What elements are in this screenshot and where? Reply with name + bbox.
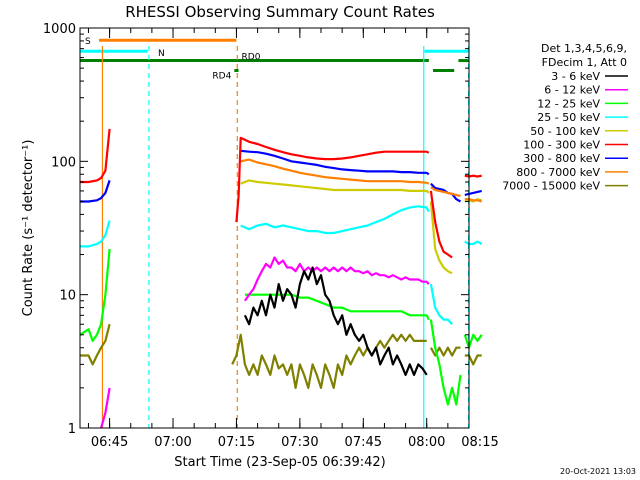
legend-label-7000-15000-kev: 7000 - 15000 keV <box>502 180 600 193</box>
series-line-6-12-kev <box>100 387 111 429</box>
x-axis: 06:45 07:00 07:15 07:30 07:45 08:00 08:15 <box>87 28 499 450</box>
series-line-7000-15000-kev <box>464 354 482 366</box>
series-line-7000-15000-kev <box>231 333 427 389</box>
y-tick-label: 100 <box>51 155 76 170</box>
legend-header-line2: FDecim 1, Att 0 <box>542 56 627 69</box>
legend-label-50-100-kev: 50 - 100 keV <box>530 125 600 138</box>
y-tick-label: 10 <box>59 289 76 304</box>
series-line-12-25-kev <box>429 319 462 406</box>
series-line-300-800-kev <box>240 149 430 176</box>
series-line-50-100-kev <box>240 179 430 194</box>
y-axis-label: Count Rate (s⁻¹ detector⁻¹) <box>21 140 36 317</box>
y-tick-label: 1 <box>68 422 76 437</box>
legend-label-100-300-kev: 100 - 300 keV <box>523 139 600 152</box>
x-tick-label: 08:15 <box>461 435 498 450</box>
series-line-800-7000-kev <box>430 186 461 198</box>
legend-label-6-12-kev: 6 - 12 keV <box>544 84 600 97</box>
x-tick-label: 07:45 <box>345 435 382 450</box>
chart-title: RHESSI Observing Summary Count Rates <box>125 3 435 21</box>
series-line-100-300-kev <box>235 136 430 223</box>
series-line-12-25-kev <box>79 248 111 342</box>
series-line-25-50-kev <box>240 205 430 235</box>
legend-header-line1: Det 1,3,4,5,6,9, <box>541 42 627 55</box>
series-line-100-300-kev <box>80 128 111 184</box>
series-line-50-100-kev <box>429 201 453 275</box>
series-line-7000-15000-kev <box>80 323 111 366</box>
series-lines <box>79 128 483 429</box>
series-line-6-12-kev <box>243 256 430 302</box>
series-line-100-300-kev <box>464 174 482 178</box>
timestamp: 20-Oct-2021 13:03 <box>560 467 636 476</box>
series-line-12-25-kev <box>244 293 430 321</box>
series-line-300-800-kev <box>464 189 482 196</box>
series-line-25-50-kev <box>80 220 111 248</box>
legend: Det 1,3,4,5,6,9, FDecim 1, Att 0 3 - 6 k… <box>502 42 628 193</box>
flag-label-rd0: RD0 <box>242 53 261 63</box>
flag-label-s: S <box>85 37 91 47</box>
x-tick-label: 08:00 <box>408 435 445 450</box>
plot-frame <box>79 27 470 429</box>
series-line-800-7000-kev <box>464 198 483 203</box>
flag-bars: S N RD0 RD4 <box>80 37 469 82</box>
series-line-300-800-kev <box>80 180 111 203</box>
legend-label-3-6-kev: 3 - 6 keV <box>551 70 600 83</box>
series-line-12-25-kev <box>463 333 483 349</box>
x-tick-label: 06:45 <box>91 435 128 450</box>
x-tick-label: 07:30 <box>281 435 318 450</box>
series-line-25-50-kev <box>429 283 453 325</box>
x-tick-label: 07:15 <box>218 435 255 450</box>
flag-label-n: N <box>158 49 165 59</box>
legend-label-800-7000-kev: 800 - 7000 keV <box>516 166 600 179</box>
flag-label-rd4: RD4 <box>212 72 231 82</box>
legend-label-12-25-kev: 12 - 25 keV <box>537 97 600 110</box>
series-line-3-6-kev <box>243 266 428 376</box>
series-line-100-300-kev <box>429 190 453 259</box>
y-axis: 1 10 100 1000 <box>43 22 469 437</box>
x-tick-label: 07:00 <box>154 435 191 450</box>
series-line-800-7000-kev <box>240 158 430 185</box>
x-axis-label: Start Time (23-Sep-05 06:39:42) <box>174 455 385 470</box>
legend-label-25-50-kev: 25 - 50 keV <box>537 111 600 124</box>
y-tick-label: 1000 <box>43 22 76 37</box>
series-line-25-50-kev <box>464 240 483 246</box>
legend-label-300-800-kev: 300 - 800 keV <box>523 152 600 165</box>
